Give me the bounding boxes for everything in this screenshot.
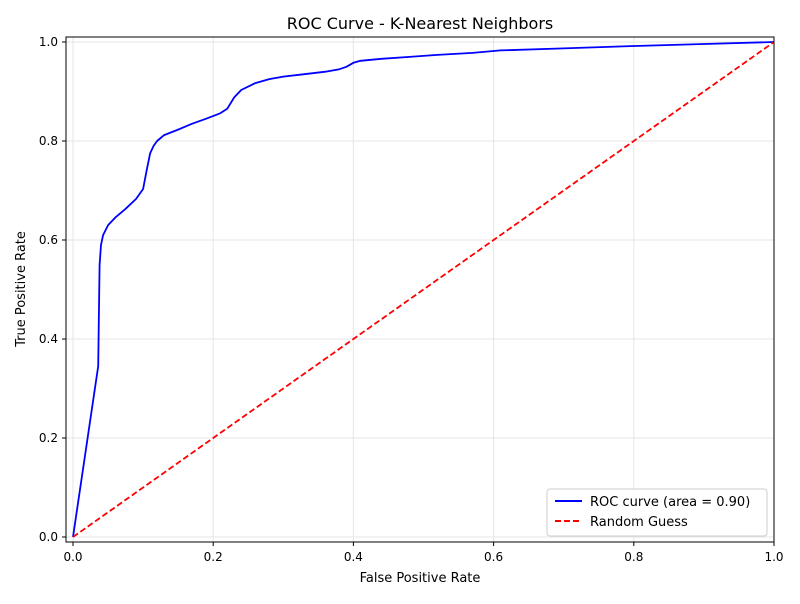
y-tick-label: 0.0	[39, 530, 58, 544]
legend-label-random: Random Guess	[590, 515, 688, 530]
plot-frame	[65, 36, 775, 543]
x-tick-label: 1.0	[764, 550, 783, 564]
x-tick-label: 0.6	[484, 550, 503, 564]
y-axis-label: True Positive Rate	[14, 231, 29, 348]
x-tick-label: 0.2	[204, 550, 223, 564]
x-tick-label: 0.0	[63, 550, 82, 564]
x-tick-label: 0.8	[624, 550, 643, 564]
y-tick-label: 0.6	[39, 233, 58, 247]
random-guess-line	[72, 41, 775, 538]
roc-curve-line	[72, 41, 775, 538]
legend-label-roc: ROC curve (area = 0.90)	[590, 495, 750, 510]
series-layer	[72, 41, 775, 538]
y-tick-label: 1.0	[39, 35, 58, 49]
x-axis-label: False Positive Rate	[360, 571, 481, 586]
y-tick-label: 0.2	[39, 431, 58, 445]
legend: ROC curve (area = 0.90) Random Guess	[546, 488, 768, 537]
tick-layer: 0.0 0.2 0.4 0.6 0.8 1.0 0.0 0.2 0.4 0.6 0.8 1.0	[39, 35, 784, 564]
chart-title: ROC Curve - K-Nearest Neighbors	[287, 14, 554, 33]
y-tick-label: 0.4	[39, 332, 58, 346]
x-tick-label: 0.4	[344, 550, 363, 564]
y-tick-label: 0.8	[39, 134, 58, 148]
legend-box	[546, 488, 768, 537]
